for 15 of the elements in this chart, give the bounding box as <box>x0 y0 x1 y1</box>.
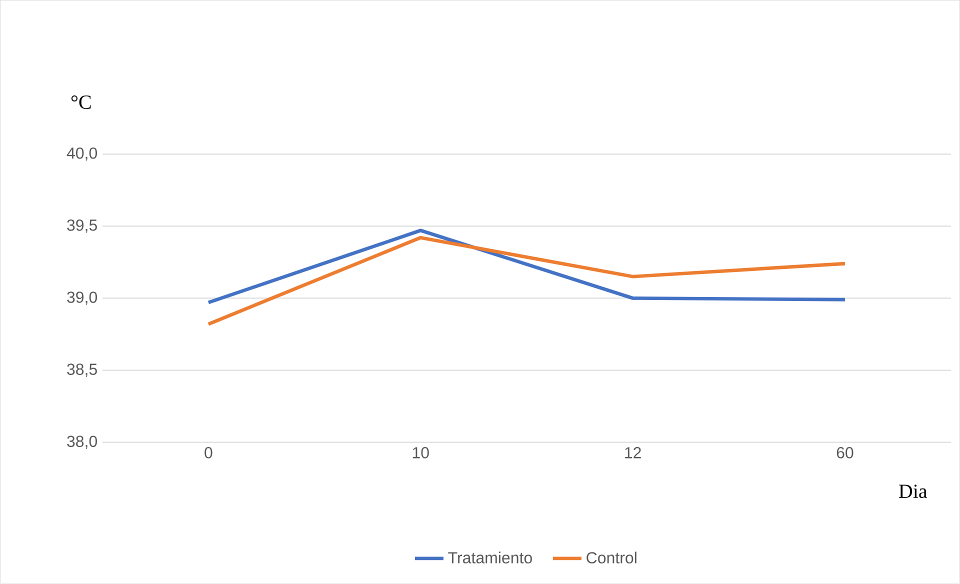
y-tick-label: 38,5 <box>67 364 97 378</box>
y-tick-label: 38,0 <box>67 436 98 450</box>
legend-label: Tratamiento <box>448 552 532 564</box>
x-tick-label: 60 <box>836 447 854 458</box>
line-series <box>206 228 847 304</box>
y-tick-label: 39,0 <box>67 292 98 305</box>
y-tick-label: 39,5 <box>67 220 97 233</box>
x-tick-label: 12 <box>625 447 641 458</box>
x-tick-label: 0 <box>204 447 212 458</box>
legend-label: Control <box>586 552 636 564</box>
y-tick-label: 40,0 <box>66 148 98 161</box>
line-series <box>206 236 847 326</box>
x-axis-title: Dia <box>899 484 928 498</box>
y-axis-title: °C <box>71 96 91 110</box>
x-tick-label: 10 <box>412 447 429 458</box>
